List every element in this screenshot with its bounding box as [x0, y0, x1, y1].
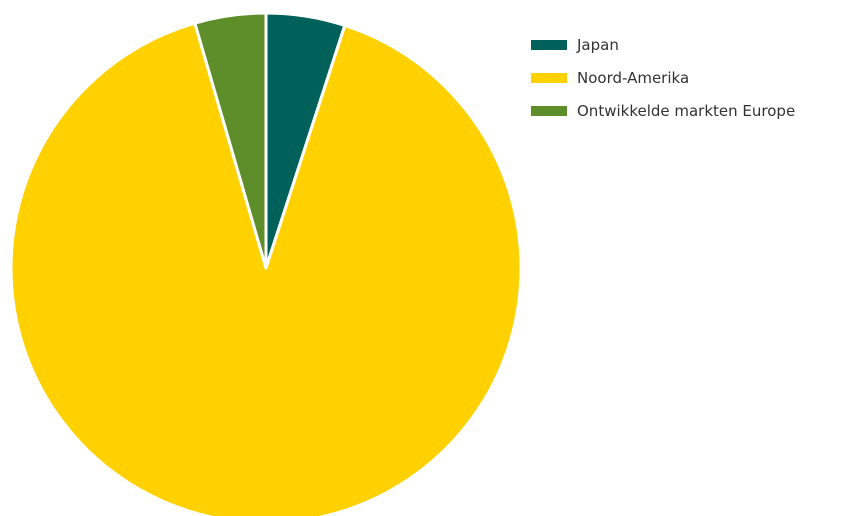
pie-slice-ontwikkelde-markten-europe — [193, 11, 268, 270]
legend-item: Noord-Amerika — [531, 67, 795, 89]
legend-swatch — [531, 40, 567, 50]
chart-legend: Japan Noord-Amerika Ontwikkelde markten Eu… — [531, 34, 795, 133]
legend-label: Ontwikkelde markten Europe — [577, 102, 796, 120]
pie-slice-noord-amerika — [9, 21, 523, 516]
legend-swatch — [531, 106, 567, 116]
pie-slices — [9, 11, 523, 516]
legend-label: Japan — [577, 36, 619, 54]
legend-item: Japan — [531, 34, 795, 56]
legend-swatch — [531, 73, 567, 83]
legend-label: Noord-Amerika — [577, 69, 690, 87]
legend-item: Ontwikkelde markten Europe — [531, 100, 795, 122]
